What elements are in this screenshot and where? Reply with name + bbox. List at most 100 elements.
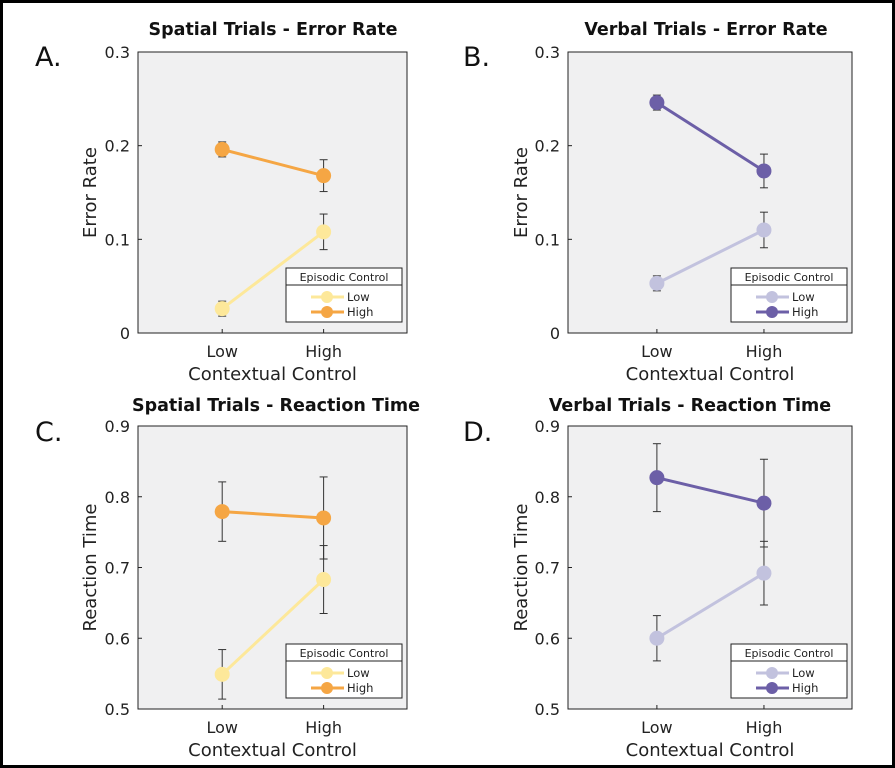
legend-label: High <box>347 681 373 695</box>
y-tick-label: 0 <box>120 324 130 343</box>
legend-label: High <box>347 305 373 319</box>
x-tick-label: High <box>305 342 342 361</box>
chart-title: Spatial Trials - Reaction Time <box>132 396 420 416</box>
data-point <box>756 222 772 238</box>
chart-title: Verbal Trials - Error Rate <box>584 20 827 40</box>
series-line <box>221 230 325 310</box>
chart-title: Spatial Trials - Error Rate <box>149 20 398 40</box>
legend-swatch-marker <box>766 667 778 679</box>
series-line <box>221 147 324 178</box>
panel-letter: D. <box>463 417 492 448</box>
x-tick-label: High <box>746 342 783 361</box>
x-tick-label: Low <box>641 718 673 737</box>
legend-swatch-marker <box>766 291 778 303</box>
y-tick-label: 0.7 <box>105 559 130 578</box>
y-tick-label: 0.9 <box>105 417 130 436</box>
y-tick-label: 0.6 <box>535 629 560 648</box>
y-axis-label: Reaction Time <box>80 504 101 632</box>
data-point <box>214 504 230 520</box>
data-point <box>649 630 665 646</box>
y-tick-label: 0.6 <box>105 629 130 648</box>
data-point <box>316 510 332 526</box>
data-point <box>649 275 665 291</box>
series-high <box>649 443 772 548</box>
legend-label: Low <box>792 290 815 304</box>
y-tick-label: 0.7 <box>535 559 560 578</box>
series-high <box>214 476 332 560</box>
y-tick-label: 0.3 <box>105 43 130 62</box>
y-tick-label: 0 <box>550 324 560 343</box>
chart-panel-2: B. Verbal Trials - Error Rate 0 0.1 0.2 0.3 Lo… <box>463 20 853 385</box>
panel-letter: B. <box>463 42 490 73</box>
x-tick-label: High <box>746 718 783 737</box>
legend-title: Episodic Control <box>300 271 389 284</box>
series-low <box>649 540 772 662</box>
chart-panel-1: A. Spatial Trials - Error Rate 0 0.1 0.2 0.3 L… <box>35 20 408 385</box>
legend-swatch-marker <box>766 306 778 318</box>
data-point <box>756 163 772 179</box>
x-axis-label: Contextual Control <box>626 740 795 761</box>
series-line <box>656 101 765 173</box>
legend-swatch-marker <box>321 682 333 694</box>
y-axis-label: Reaction Time <box>511 504 532 632</box>
data-point <box>214 666 230 682</box>
chart-title: Verbal Trials - Reaction Time <box>549 396 831 416</box>
y-tick-label: 0.8 <box>535 488 560 507</box>
chart-panel-4: D. Verbal Trials - Reaction Time 0.5 0.6 0.7… <box>463 396 853 761</box>
series-high <box>214 141 332 193</box>
series-line <box>221 578 325 676</box>
legend-label: Low <box>347 666 370 680</box>
panels: A. Spatial Trials - Error Rate 0 0.1 0.2 0.3 L… <box>35 20 853 761</box>
data-point <box>316 168 332 184</box>
legend-swatch-marker <box>321 667 333 679</box>
legend-swatch-marker <box>321 291 333 303</box>
series-low <box>649 211 772 292</box>
y-axis-label: Error Rate <box>511 147 532 238</box>
y-tick-label: 0.8 <box>105 488 130 507</box>
panel-letter: C. <box>35 417 62 448</box>
x-tick-label: High <box>305 718 342 737</box>
data-point <box>316 224 332 240</box>
x-axis-label: Contextual Control <box>188 364 357 385</box>
legend-label: High <box>792 305 818 319</box>
legend-label: Low <box>347 290 370 304</box>
x-tick-label: Low <box>206 718 238 737</box>
y-tick-label: 0.5 <box>535 700 560 719</box>
series-line <box>222 510 324 520</box>
x-axis-label: Contextual Control <box>626 364 795 385</box>
data-point <box>214 301 230 317</box>
y-tick-label: 0.1 <box>105 230 130 249</box>
series-line <box>656 476 765 505</box>
legend-label: High <box>792 681 818 695</box>
chart-panel-3: C. Spatial Trials - Reaction Time 0.5 0.6 0.… <box>35 396 420 761</box>
data-point <box>756 495 772 511</box>
data-point <box>316 572 332 588</box>
legend-swatch-marker <box>321 306 333 318</box>
x-tick-label: Low <box>641 342 673 361</box>
x-axis-label: Contextual Control <box>188 740 357 761</box>
x-tick-label: Low <box>206 342 238 361</box>
legend-title: Episodic Control <box>745 271 834 284</box>
series-line <box>656 228 765 285</box>
panel-letter: A. <box>35 42 62 73</box>
y-tick-label: 0.9 <box>535 417 560 436</box>
legend-label: Low <box>792 666 815 680</box>
series-high <box>649 94 772 189</box>
series-low <box>214 545 332 700</box>
series-low <box>214 213 332 317</box>
y-tick-label: 0.5 <box>105 700 130 719</box>
data-point <box>756 565 772 581</box>
y-tick-label: 0.2 <box>535 137 560 156</box>
legend-title: Episodic Control <box>300 647 389 660</box>
data-point <box>649 470 665 486</box>
data-point <box>214 141 230 157</box>
data-point <box>649 95 665 111</box>
y-tick-label: 0.1 <box>535 230 560 249</box>
y-tick-label: 0.2 <box>105 137 130 156</box>
series-line <box>656 571 765 640</box>
